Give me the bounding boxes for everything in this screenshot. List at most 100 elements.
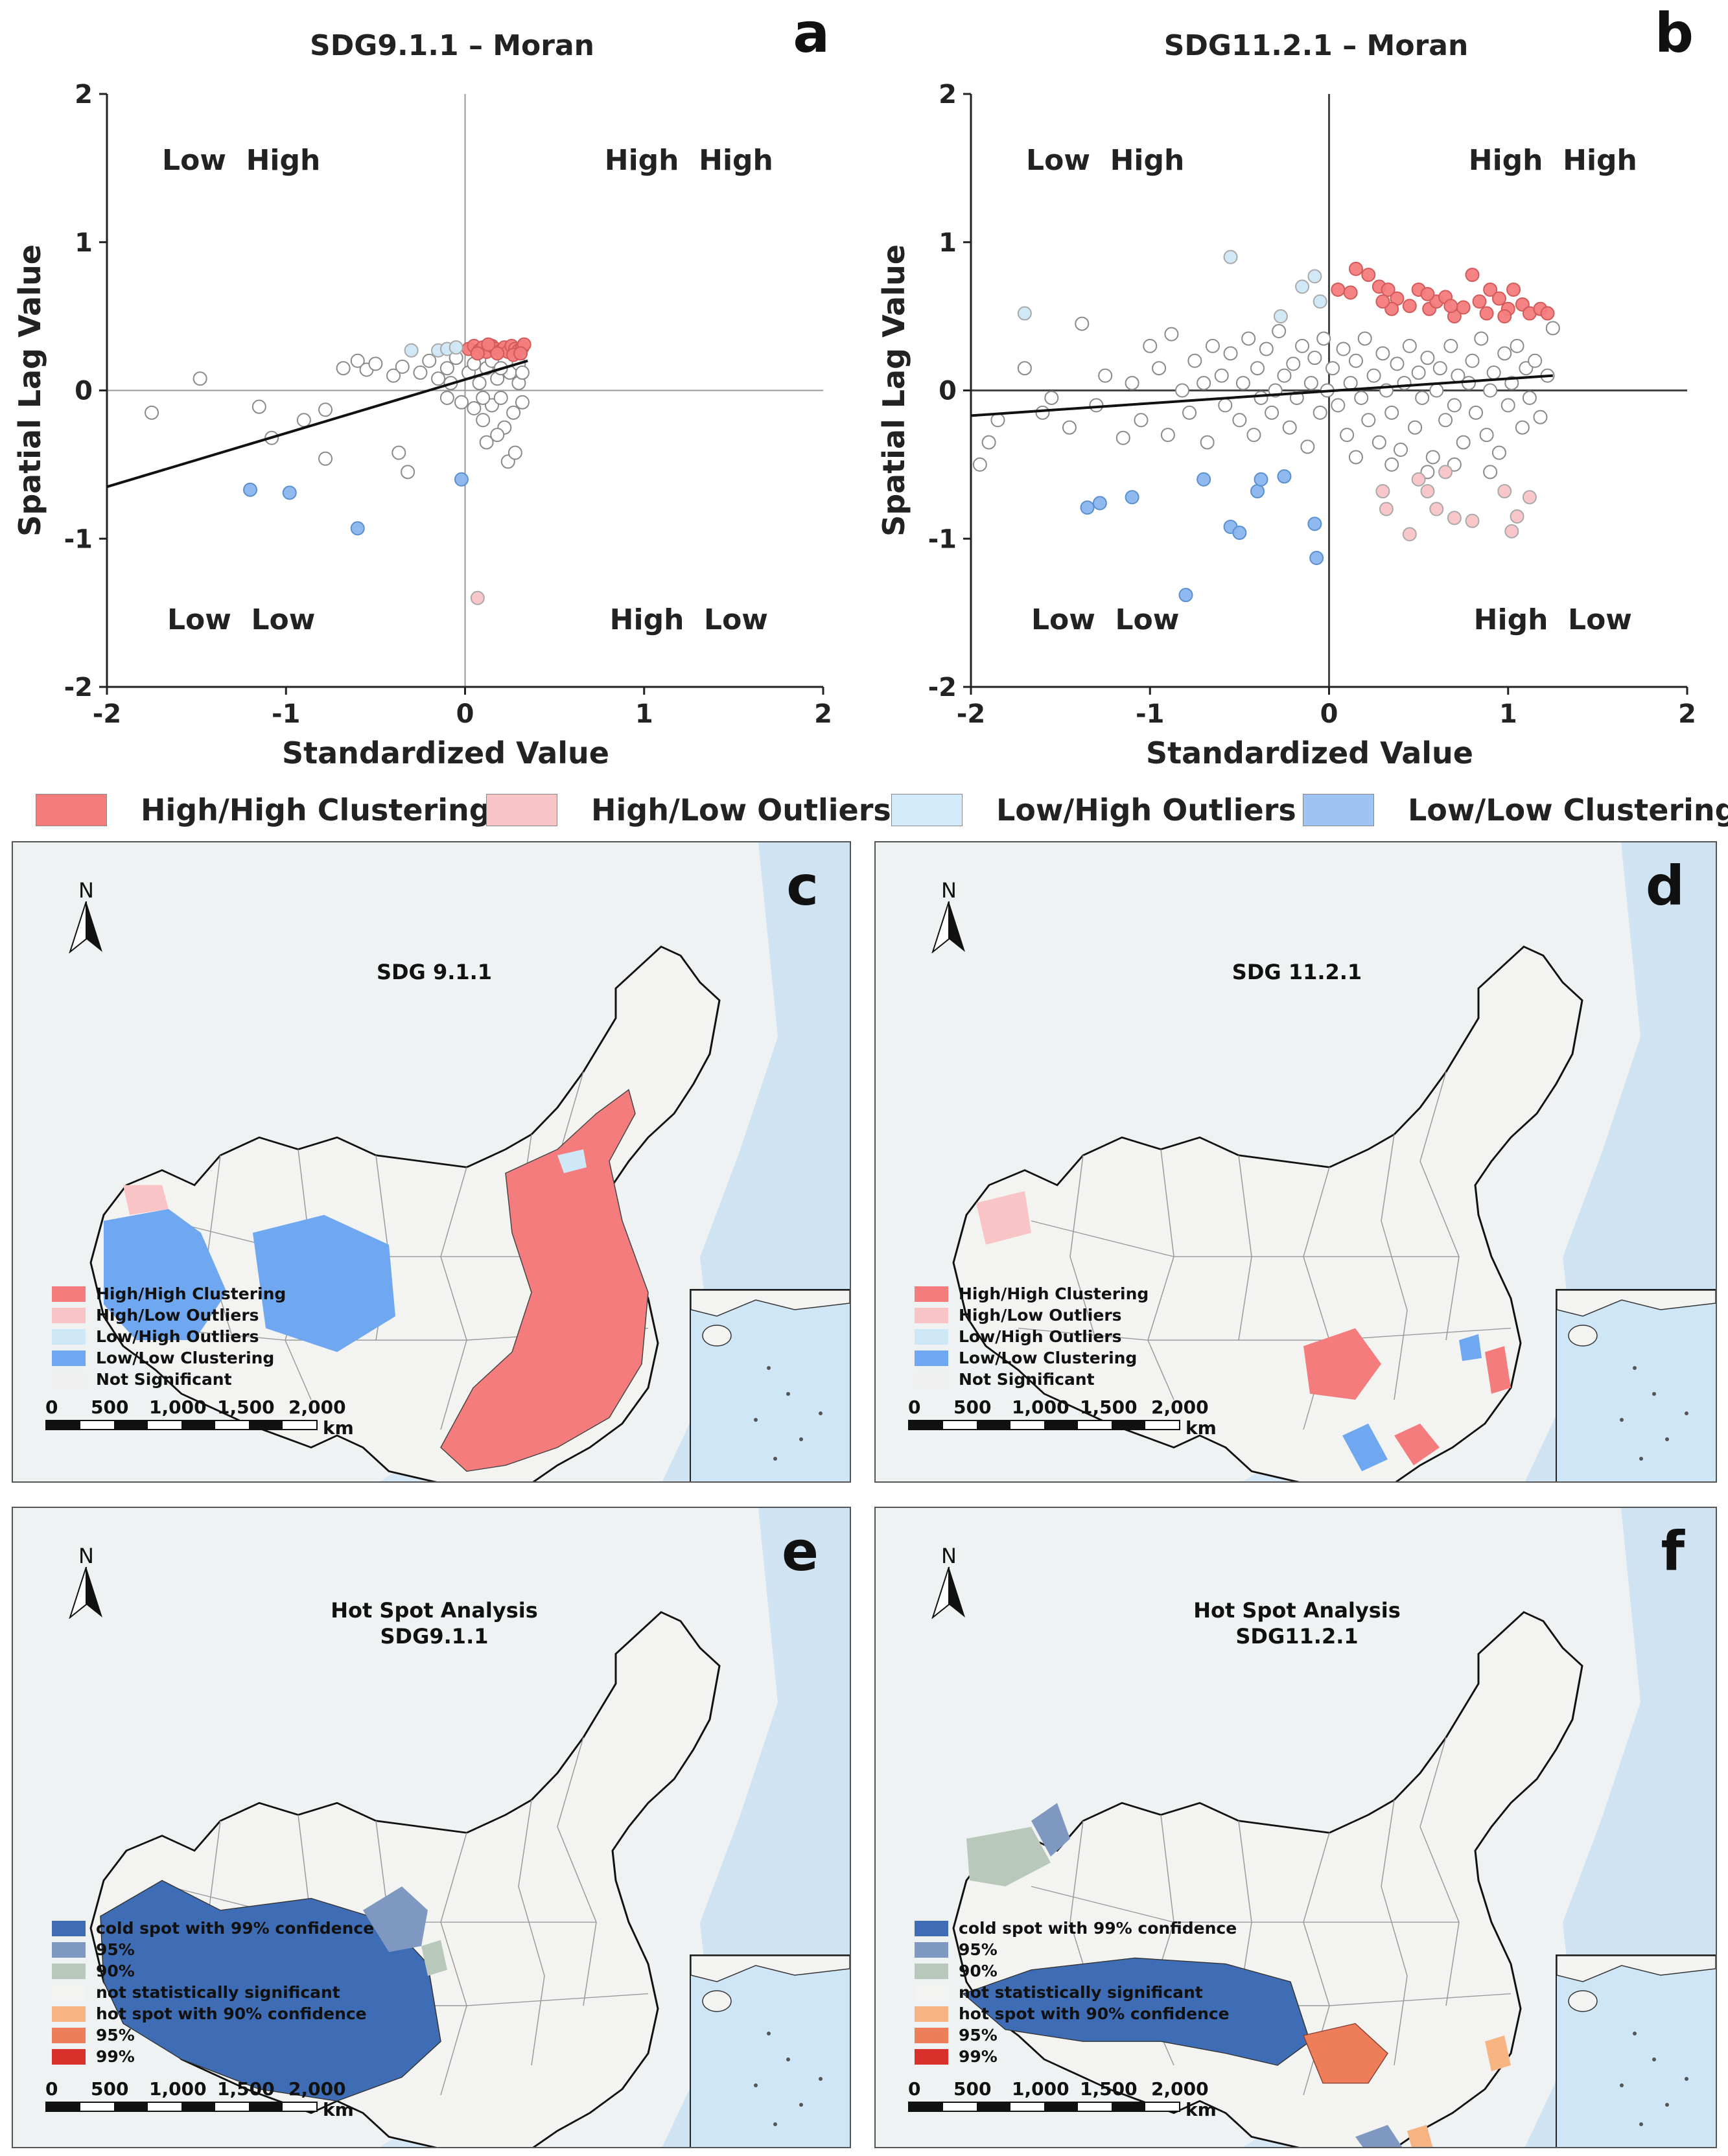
legend-label: High/Low Outliers [591, 793, 891, 828]
scale-tick-label: 1,000 [149, 2078, 207, 2100]
scatter-point [1017, 361, 1032, 376]
scatter-point [1438, 413, 1453, 428]
scatter-point [243, 482, 257, 497]
map-legend-swatch [52, 1350, 86, 1366]
map-legend-label: 99% [96, 2047, 135, 2066]
region-cold-95 [1031, 1803, 1070, 1857]
scatter-point [454, 472, 469, 487]
map-legend-swatch [52, 1307, 86, 1323]
inset-islet [1685, 1411, 1688, 1415]
scale-bar: 0 500 1,000 1,500 2,000 km [45, 2078, 382, 2120]
region-hot-90 [1407, 2125, 1433, 2147]
map-legend-item: cold spot with 99% confidence [52, 1918, 374, 1939]
map-legend-swatch [915, 1984, 948, 2000]
scale-bar-graphic: km [45, 2099, 354, 2120]
inset-map-south-china-sea [1556, 1289, 1716, 1481]
inset-map-graphic [691, 1956, 850, 2126]
scatter-point [1160, 428, 1175, 443]
scatter-point [1143, 338, 1158, 353]
y-axis-label: Spatial Lag Value [876, 244, 911, 537]
map-legend-item: Not Significant [52, 1369, 286, 1390]
inset-islet [1620, 2083, 1624, 2087]
region-high-high [1303, 1328, 1381, 1400]
chart-title: SDG11.2.1 – Moran [1164, 29, 1469, 62]
scatter-point [1286, 356, 1301, 371]
inset-map-graphic [1557, 1956, 1716, 2126]
legend-label: High/High Clustering [141, 793, 491, 828]
province-border [1381, 1134, 1408, 1400]
scatter-point [1425, 450, 1440, 465]
scale-segment [1010, 1421, 1044, 1429]
inset-islet [773, 2122, 777, 2126]
scatter-point [1379, 502, 1394, 516]
scatter-point [476, 413, 491, 428]
scatter-point [449, 340, 463, 355]
scale-segment [1145, 1421, 1179, 1429]
map-legend-item: High/High Clustering [52, 1283, 286, 1304]
scatter-point [1420, 351, 1435, 365]
scatter-point [193, 371, 207, 386]
map-legend: High/High Clustering High/Low Outliers Low… [52, 1283, 286, 1390]
scatter-point [1390, 356, 1405, 371]
map-panel-c: c SDG 9.1.1 N High/High Clustering High/L… [12, 841, 851, 1483]
regression-line [970, 374, 1553, 417]
scale-segment [80, 2103, 114, 2111]
scatter-point [1164, 327, 1179, 342]
map-legend-label: cold spot with 99% confidence [96, 1919, 375, 1938]
scale-tick-label: 1,500 [1080, 1397, 1138, 1418]
scatter-point [490, 428, 505, 443]
scale-bar-graphic: km [45, 1417, 354, 1439]
north-label: N [941, 1544, 957, 1568]
y-tick-label: -2 [928, 673, 957, 702]
map-legend-item: not statistically significant [52, 1982, 374, 2003]
scatter-point [1125, 376, 1139, 391]
north-arrow-half [931, 901, 950, 953]
cluster-legend: High/High Clustering High/Low Outliers L… [36, 787, 1728, 833]
scatter-point [1510, 509, 1524, 524]
inset-islet [1633, 2032, 1637, 2035]
scatter-point [1246, 428, 1261, 443]
scatter-point [1343, 285, 1358, 300]
quadrant-label-low-high: Low High [162, 144, 320, 177]
scatter-point [1182, 405, 1197, 420]
scale-unit: km [1185, 2099, 1217, 2120]
scatter-point [1522, 490, 1537, 505]
map-legend-label: Low/High Outliers [96, 1327, 259, 1346]
inset-islet [1665, 1437, 1669, 1441]
region-low-low [104, 1209, 227, 1340]
province-border [440, 1833, 467, 2096]
scale-segment [977, 2103, 1010, 2111]
scale-segment [283, 2103, 316, 2111]
scale-segment [977, 1421, 1010, 1429]
x-axis-label: Standardized Value [282, 736, 609, 771]
x-tick-label: -1 [1136, 699, 1164, 729]
scatter-point [1336, 342, 1351, 356]
cluster-regions [100, 1879, 447, 2102]
map-legend-swatch [915, 1350, 948, 1366]
scatter-point [1357, 331, 1372, 346]
province-border [1419, 1071, 1460, 1341]
map-legend-label: Not Significant [959, 1370, 1095, 1389]
map-legend-swatch [52, 1984, 86, 2000]
scatter-point [439, 390, 454, 405]
map-legend-item: 99% [52, 2046, 374, 2067]
inset-islet [767, 2032, 771, 2035]
legend-item-low-low: Low/Low Clustering [1303, 787, 1728, 833]
province-border [1069, 1155, 1097, 1341]
scatter-point [479, 435, 494, 450]
scatter-point [1483, 282, 1498, 297]
region-high-high [440, 1089, 649, 1472]
inset-islet [1652, 1392, 1656, 1396]
scale-segment [909, 1421, 943, 1429]
scatter-point [1218, 398, 1233, 413]
scatter-point [282, 485, 297, 500]
scale-labels: 0 500 1,000 1,500 2,000 [45, 1397, 382, 1420]
scatter-point [1497, 309, 1512, 324]
legend-swatch [891, 794, 963, 826]
scatter-point [1510, 338, 1524, 353]
scale-segment [47, 1421, 80, 1429]
scatter-point [1465, 353, 1480, 368]
scale-tick-label: 1,000 [1012, 2078, 1069, 2100]
province-border [1031, 1220, 1459, 1257]
scatter-point [1223, 249, 1238, 264]
